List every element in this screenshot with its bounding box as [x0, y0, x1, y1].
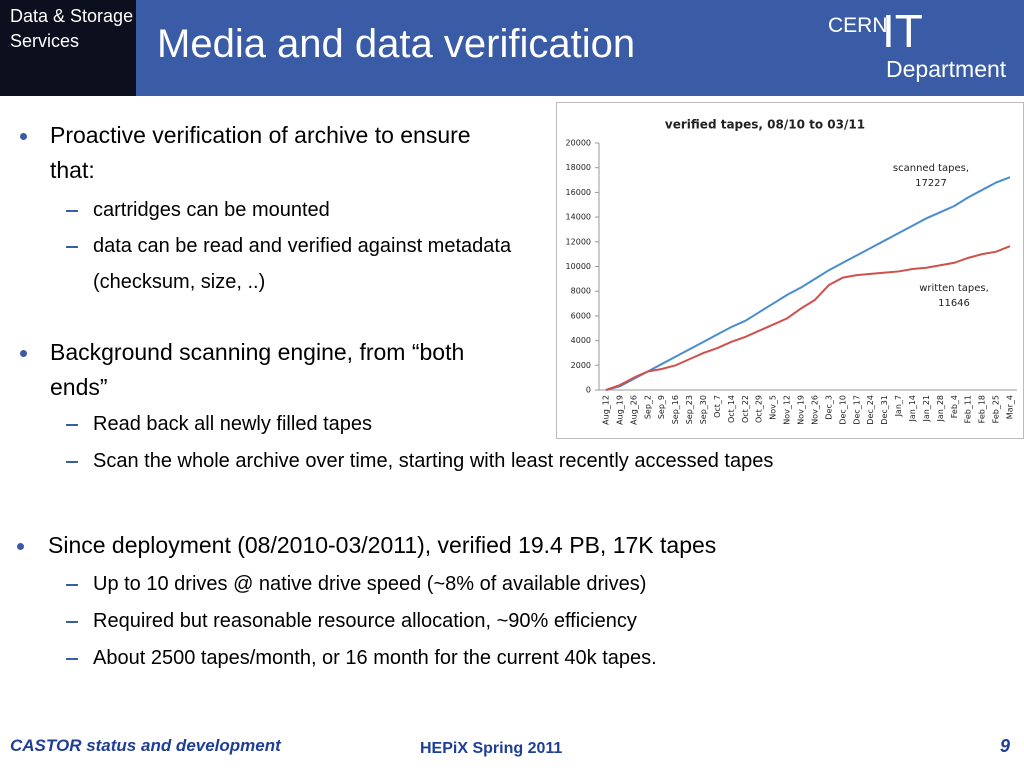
- slide-title: Media and data verification: [157, 22, 636, 66]
- x-tick-label: Dec_24: [866, 395, 875, 425]
- annotation: 17227: [915, 178, 947, 189]
- x-tick-label: Oct_7: [713, 395, 722, 418]
- sub-bullet: [66, 658, 78, 660]
- y-tick-label: 18000: [566, 163, 591, 172]
- annotation: scanned tapes,: [893, 163, 969, 174]
- page-number: 9: [1000, 736, 1011, 756]
- x-tick-label: Sep_2: [643, 395, 652, 419]
- x-tick-label: Nov_19: [797, 395, 806, 425]
- x-tick-label: Aug_12: [601, 395, 610, 425]
- bullet: [17, 543, 24, 550]
- y-tick-label: 14000: [566, 213, 591, 222]
- sub-bullet: [66, 424, 78, 426]
- logo-top: CERN: [828, 14, 888, 37]
- bullet: [20, 350, 27, 357]
- x-tick-label: Oct_29: [755, 395, 764, 423]
- y-tick-label: 10000: [566, 262, 591, 271]
- y-tick-label: 20000: [566, 139, 591, 148]
- x-tick-label: Dec_3: [824, 395, 833, 420]
- y-tick-label: 2000: [571, 361, 591, 370]
- x-tick-label: Feb_4: [950, 395, 959, 418]
- x-tick-label: Sep_23: [685, 395, 694, 424]
- sub-bullet-text: Scan the whole archive over time, starti…: [93, 450, 774, 472]
- sub-bullet-text: About 2500 tapes/month, or 16 month for …: [93, 647, 657, 669]
- bullet-text: Proactive verification of archive to ens…: [50, 122, 471, 183]
- chart: verified tapes, 08/10 to 03/11 0 2000 4000…: [556, 102, 1024, 439]
- y-tick-label: 16000: [566, 188, 591, 197]
- bullet: [20, 133, 27, 140]
- x-tick-label: Dec_10: [838, 395, 847, 425]
- x-tick-label: Sep_30: [699, 395, 708, 424]
- x-tick-label: Jan_21: [922, 395, 931, 423]
- sub-bullet-text: Up to 10 drives @ native drive speed (~8…: [93, 573, 647, 595]
- sub-bullet: [66, 621, 78, 623]
- bullet-text: Since deployment (08/2010-03/2011), veri…: [48, 532, 717, 558]
- x-tick-label: Jan_28: [936, 395, 945, 423]
- x-tick-label: Oct_14: [727, 395, 736, 423]
- sub-bullet: [66, 461, 78, 463]
- y-tick-label: 0: [586, 386, 591, 395]
- sub-bullet-text: Read back all newly filled tapes: [93, 413, 373, 435]
- x-tick-label: Nov_5: [769, 395, 778, 420]
- logo-it: IT: [882, 5, 923, 57]
- x-tick-label: Feb_18: [978, 395, 987, 423]
- y-tick-label: 8000: [571, 287, 591, 296]
- x-tick-label: Nov_12: [783, 395, 792, 425]
- footer-center: HEPiX Spring 2011: [420, 740, 563, 757]
- x-tick-label: Nov_26: [810, 395, 819, 425]
- annotation: written tapes,: [919, 283, 989, 294]
- x-tick-label: Dec_31: [880, 395, 889, 425]
- x-tick-label: Sep_16: [671, 395, 680, 424]
- sub-bullet-text: data can be read and verified against me…: [93, 235, 512, 293]
- series-line: [605, 176, 1011, 391]
- x-tick-label: Aug_26: [629, 395, 638, 425]
- sub-bullet-text: Required but reasonable resource allocat…: [93, 610, 637, 632]
- y-tick-label: 4000: [571, 336, 591, 345]
- header-bar: [0, 0, 1024, 96]
- logo-bottom: Department: [886, 56, 1007, 82]
- badge: Data & Storage Services: [0, 0, 136, 96]
- x-tick-label: Feb_25: [992, 395, 1001, 423]
- x-tick-label: Aug_19: [615, 395, 624, 425]
- series-line: [605, 245, 1011, 391]
- footer-left: CASTOR status and development: [10, 736, 281, 755]
- x-tick-label: Jan_14: [908, 395, 917, 423]
- x-tick-label: Dec_17: [852, 395, 861, 425]
- sub-bullet-text: cartridges can be mounted: [93, 199, 330, 221]
- x-tick-label: Oct_22: [741, 395, 750, 423]
- y-tick-label: 12000: [566, 237, 591, 246]
- x-tick-label: Jan_7: [894, 395, 903, 417]
- x-tick-label: Feb_11: [964, 395, 973, 423]
- chart-title: verified tapes, 08/10 to 03/11: [665, 118, 865, 132]
- sub-bullet: [66, 246, 78, 248]
- y-tick-label: 6000: [571, 311, 591, 320]
- bullet-text: Background scanning engine, from “both e…: [50, 339, 465, 400]
- x-tick-label: Mar_4: [1006, 395, 1015, 419]
- sub-bullet: [66, 210, 78, 212]
- sub-bullet: [66, 584, 78, 586]
- x-tick-label: Sep_9: [657, 395, 666, 419]
- annotation: 11646: [938, 298, 970, 309]
